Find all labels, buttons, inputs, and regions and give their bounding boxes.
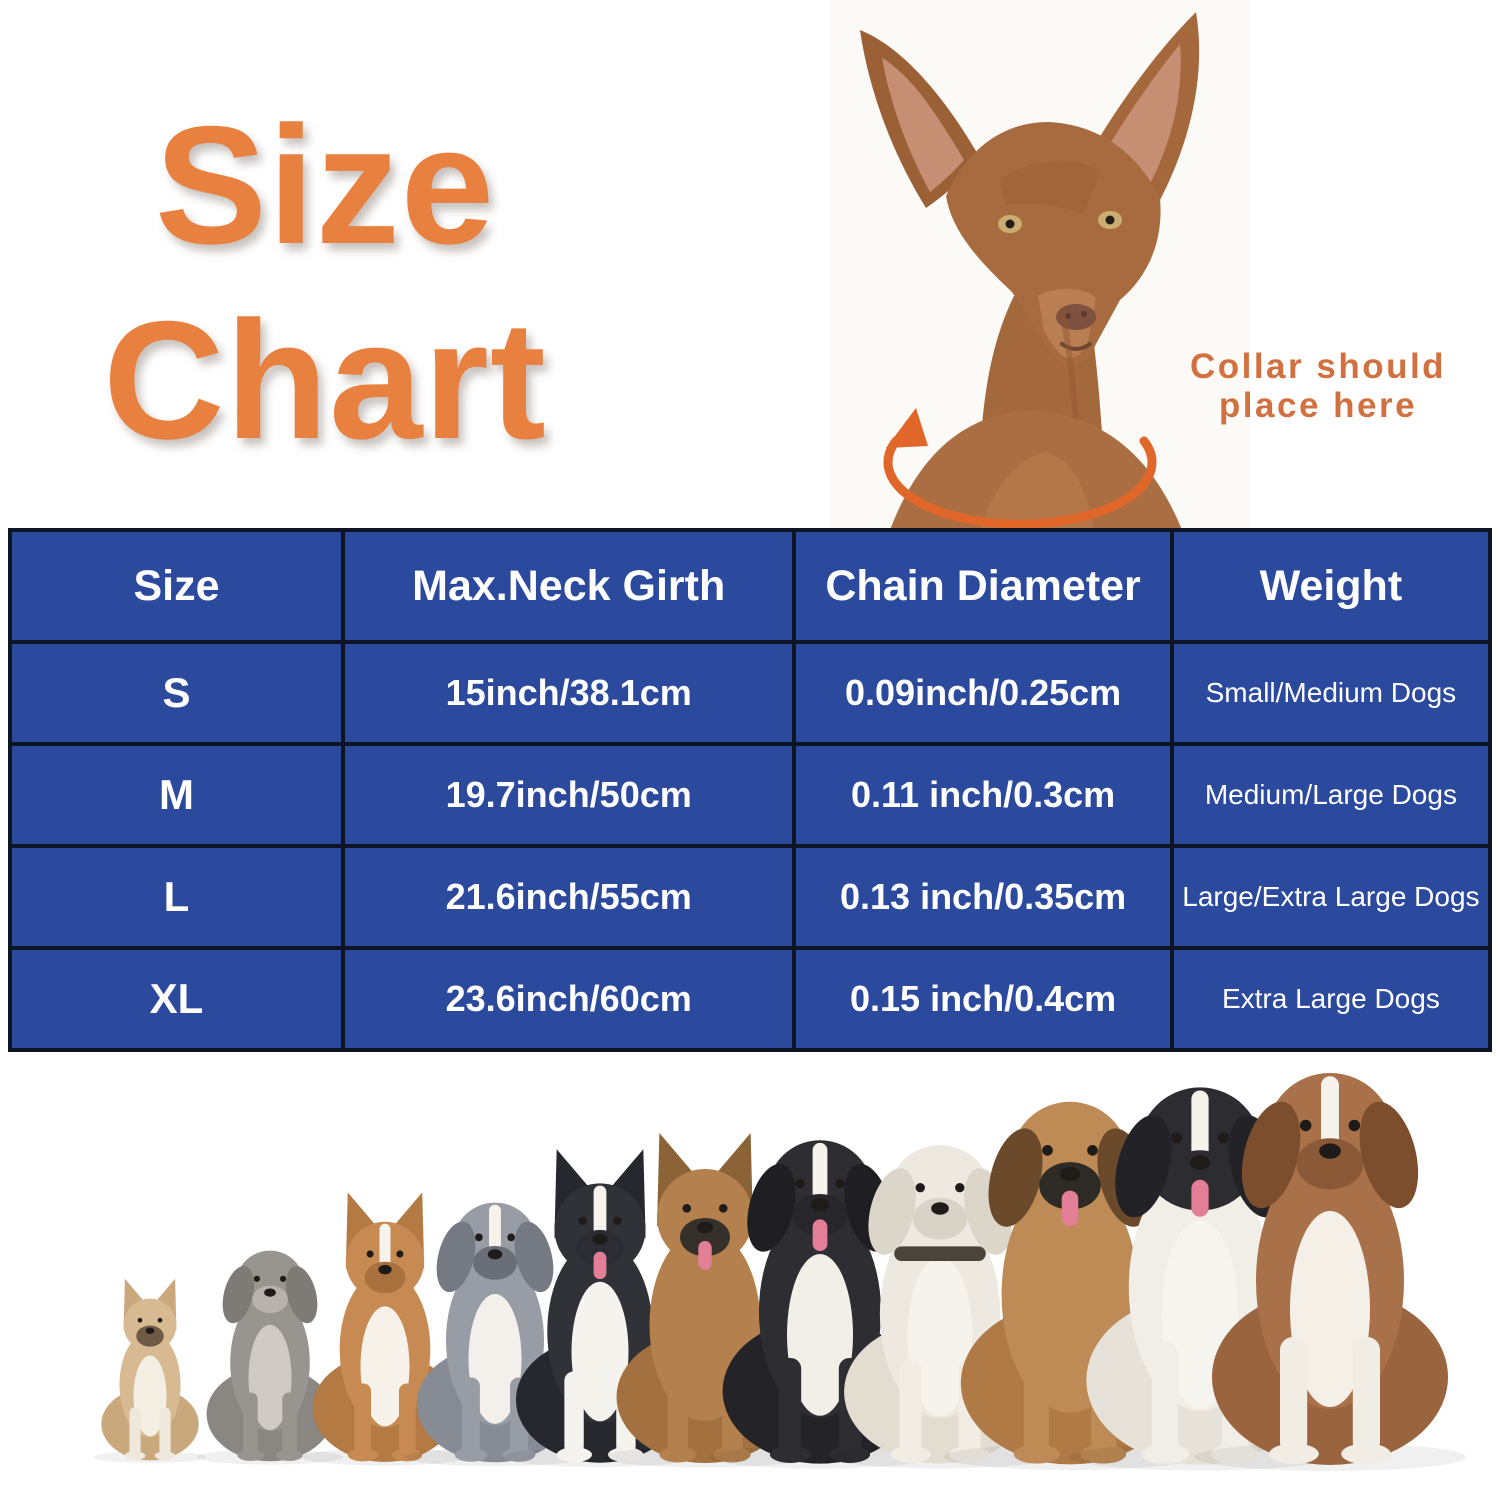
table-row-l: L 21.6inch/55cm 0.13 inch/0.35cm Large/E… <box>8 844 1493 950</box>
dog-miniature-schnauzer <box>196 1250 344 1465</box>
collar-note: Collar should place here <box>1168 347 1468 425</box>
dog-shetland-sheepdog <box>301 1192 469 1466</box>
cell-weight: Extra Large Dogs <box>1169 946 1493 1052</box>
table-row-m: M 19.7inch/50cm 0.11 inch/0.3cm Medium/L… <box>8 742 1493 848</box>
page-title-line2: Chart <box>103 285 547 474</box>
cell-chain: 0.09inch/0.25cm <box>792 640 1174 746</box>
cell-neck: 21.6inch/55cm <box>340 844 797 950</box>
cell-size: S <box>8 640 345 746</box>
size-chart-table: Size Max.Neck Girth Chain Diameter Weigh… <box>8 528 1493 1052</box>
pharaoh-hound-illustration <box>860 12 1200 530</box>
col-header-chain-diameter: Chain Diameter <box>792 528 1174 644</box>
cell-weight: Large/Extra Large Dogs <box>1169 844 1493 950</box>
page-title: Size Chart <box>20 88 630 478</box>
collar-note-line1: Collar should <box>1189 347 1447 386</box>
col-header-neck-girth: Max.Neck Girth <box>340 528 797 644</box>
table-row-xl: XL 23.6inch/60cm 0.15 inch/0.4cm Extra L… <box>8 946 1493 1052</box>
cell-neck: 19.7inch/50cm <box>340 742 797 848</box>
table-row-s: S 15inch/38.1cm 0.09inch/0.25cm Small/Me… <box>8 640 1493 746</box>
table-header-row: Size Max.Neck Girth Chain Diameter Weigh… <box>8 528 1493 644</box>
cell-chain: 0.15 inch/0.4cm <box>792 946 1174 1052</box>
cell-chain: 0.13 inch/0.35cm <box>792 844 1174 950</box>
dog-size-lineup <box>93 1073 1466 1471</box>
cell-chain: 0.11 inch/0.3cm <box>792 742 1174 848</box>
cell-neck: 15inch/38.1cm <box>340 640 797 746</box>
cell-neck: 23.6inch/60cm <box>340 946 797 1052</box>
collar-note-line2: place here <box>1218 385 1418 425</box>
cell-size: XL <box>8 946 345 1052</box>
cell-weight: Medium/Large Dogs <box>1169 742 1493 848</box>
cell-size: M <box>8 742 345 848</box>
col-header-size: Size <box>8 528 345 644</box>
dog-neck-photo <box>830 0 1250 530</box>
dog-american-bulldog <box>829 1145 1051 1469</box>
collar-placement-arrow-icon <box>883 408 1157 529</box>
page-title-line1: Size <box>154 91 496 279</box>
dog-french-bulldog <box>93 1278 207 1463</box>
dog-saint-bernard <box>1194 1073 1466 1471</box>
col-header-weight: Weight <box>1169 528 1493 644</box>
cell-weight: Small/Medium Dogs <box>1169 640 1493 746</box>
cell-size: L <box>8 844 345 950</box>
